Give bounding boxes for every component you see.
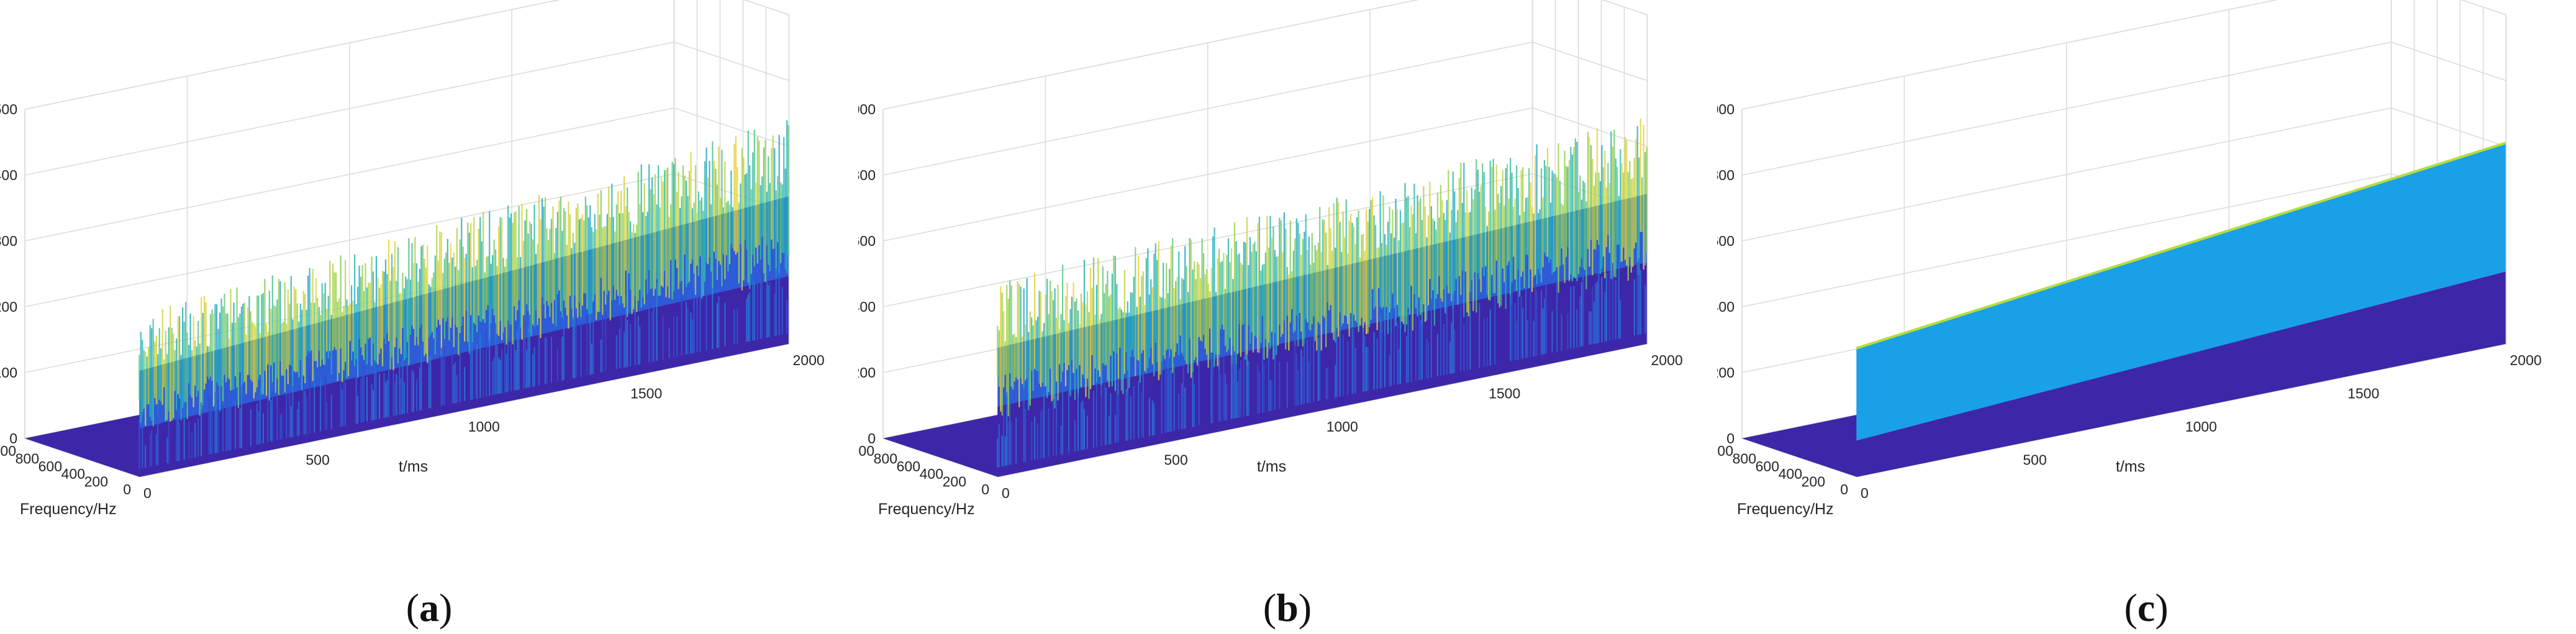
t-tick-label: 500 <box>306 451 329 468</box>
z-tick-label: 1000 <box>858 101 876 117</box>
f-tick-label: 0 <box>1840 481 1848 497</box>
panel-c: 0200400600800100002004006008001000050010… <box>1717 0 2575 634</box>
z-tick-label: 600 <box>1717 233 1735 249</box>
t-tick-label: 1000 <box>1327 419 1358 435</box>
t-tick-label: 1000 <box>468 419 500 435</box>
signal-ridge <box>138 120 789 477</box>
t-axis-label: t/ms <box>2116 458 2145 476</box>
caption-letter: a <box>419 586 439 630</box>
panel-caption: (b) <box>1263 586 1312 630</box>
f-axis-label: Frequency/Hz <box>20 500 117 518</box>
z-tick-label: 400 <box>0 167 17 183</box>
t-tick-label: 500 <box>2023 451 2046 468</box>
z-tick-label: 200 <box>858 365 876 381</box>
f-tick-label: 800 <box>1733 450 1756 466</box>
f-tick-label: 800 <box>874 450 897 466</box>
ridge-body <box>1856 143 2506 441</box>
f-tick-label: 600 <box>897 458 920 474</box>
caption-close-paren: ) <box>2155 586 2168 630</box>
t-tick-label: 2000 <box>793 352 825 368</box>
signal-ridge <box>997 118 1648 477</box>
tick-labels: 0100200300400500020040060080010000500100… <box>0 101 825 501</box>
ridge-base <box>1856 271 2506 477</box>
t-tick-label: 0 <box>1002 485 1010 501</box>
panel-b: 0200400600800100002004006008001000050010… <box>858 0 1717 634</box>
t-axis-label: t/ms <box>1257 458 1286 476</box>
caption-letter: b <box>1276 586 1299 630</box>
f-tick-label: 200 <box>84 474 108 490</box>
tick-labels: 0200400600800100002004006008001000050010… <box>858 101 1683 501</box>
z-grid-line <box>882 0 1648 110</box>
z-tick-label: 500 <box>0 101 17 117</box>
z-tick-label: 600 <box>858 233 876 249</box>
f-tick-label: 1000 <box>1717 443 1733 459</box>
z-tick-label: 800 <box>1717 167 1735 183</box>
tick-labels: 0200400600800100002004006008001000050010… <box>1717 101 2542 501</box>
surface-plot-a: 0100200300400500020040060080010000500100… <box>0 0 825 630</box>
f-tick-label: 400 <box>920 466 943 482</box>
f-tick-label: 1000 <box>0 443 16 459</box>
f-tick-label: 1000 <box>858 443 874 459</box>
z-tick-label: 200 <box>1717 365 1735 381</box>
z-grid-line <box>1741 0 2506 110</box>
f-tick-label: 600 <box>39 458 62 474</box>
t-tick-label: 0 <box>143 485 152 501</box>
t-tick-label: 0 <box>1861 485 1869 501</box>
f-tick-label: 0 <box>981 481 989 497</box>
z-tick-label: 0 <box>1726 430 1735 446</box>
f-tick-label: 0 <box>123 481 131 497</box>
t-tick-label: 1500 <box>1489 385 1520 401</box>
caption-close-paren: ) <box>1299 586 1312 630</box>
t-axis-label: t/ms <box>399 458 428 476</box>
z-grid-line <box>24 0 789 110</box>
caption-open-paren: ( <box>2124 586 2137 630</box>
f-tick-label: 200 <box>943 474 966 490</box>
z-tick-label: 1000 <box>1717 101 1735 117</box>
f-tick-label: 600 <box>1756 458 1779 474</box>
f-tick-label: 400 <box>1779 466 1802 482</box>
f-axis-label: Frequency/Hz <box>878 500 975 518</box>
panel-caption: (c) <box>2124 586 2168 630</box>
surface-plot-b: 0200400600800100002004006008001000050010… <box>858 0 1683 630</box>
ridge-top <box>1856 142 2506 350</box>
z-tick-label: 200 <box>0 299 17 315</box>
caption-open-paren: ( <box>1263 586 1276 630</box>
f-tick-label: 800 <box>16 450 39 466</box>
panel-caption: (a) <box>406 586 453 630</box>
t-tick-label: 2000 <box>2510 352 2542 368</box>
t-tick-label: 2000 <box>1651 352 1683 368</box>
t-tick-label: 1500 <box>2347 385 2379 401</box>
f-axis-label: Frequency/Hz <box>1737 500 1834 518</box>
signal-ridge <box>1856 142 2506 477</box>
f-tick-label: 400 <box>61 466 85 482</box>
ridge-low-band <box>997 262 1647 477</box>
z-tick-label: 100 <box>0 365 17 381</box>
caption-open-paren: ( <box>406 586 419 630</box>
z-tick-label: 0 <box>9 430 17 446</box>
z-tick-label: 400 <box>1717 299 1735 315</box>
t-tick-label: 1000 <box>2185 419 2217 435</box>
t-tick-label: 1500 <box>630 385 662 401</box>
t-tick-label: 500 <box>1164 451 1187 468</box>
caption-close-paren: ) <box>439 586 452 630</box>
z-tick-label: 0 <box>868 430 876 446</box>
f-tick-label: 200 <box>1802 474 1825 490</box>
z-tick-label: 300 <box>0 233 17 249</box>
z-tick-label: 800 <box>858 167 876 183</box>
z-tick-label: 400 <box>858 299 876 315</box>
caption-letter: c <box>2138 586 2155 630</box>
panel-a: 0100200300400500020040060080010000500100… <box>0 0 858 634</box>
surface-plot-c: 0200400600800100002004006008001000050010… <box>1717 0 2542 630</box>
